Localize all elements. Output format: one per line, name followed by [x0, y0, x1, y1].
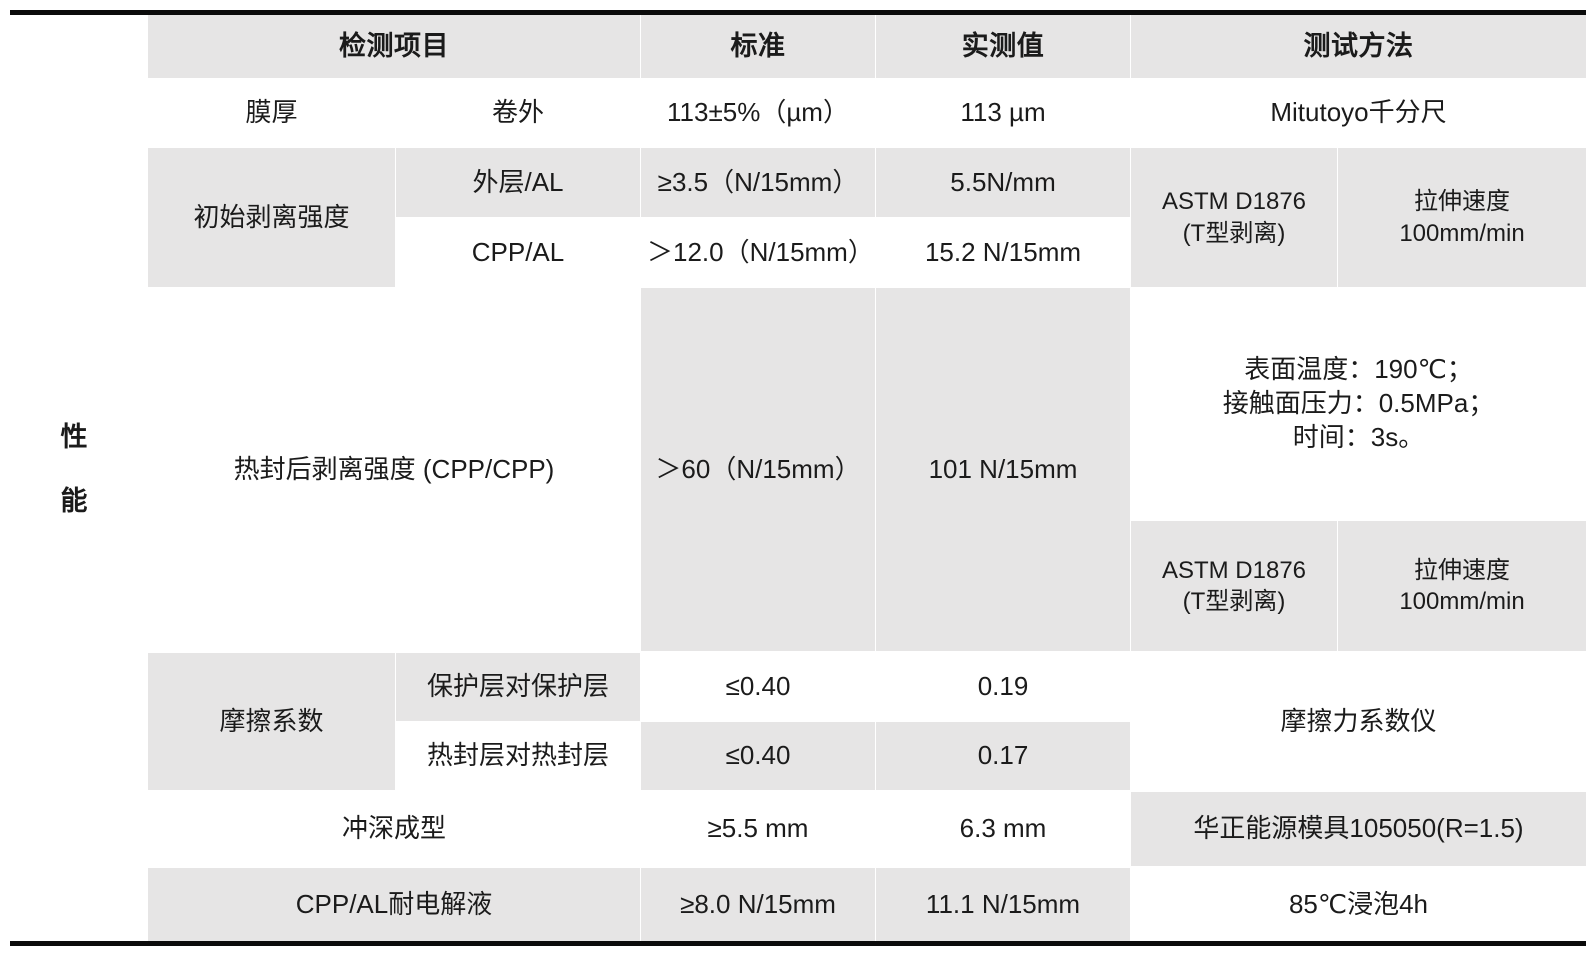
row-deepdraw-measured: 6.3 mm — [876, 792, 1130, 866]
row-heatseal-measured: 101 N/15mm — [876, 288, 1130, 651]
row-thickness-standard: 113±5%（µm） — [641, 80, 875, 146]
row-friction-item: 摩擦系数 — [148, 653, 395, 790]
column-header-method: 测试方法 — [1131, 15, 1586, 78]
row-initial-peel-sub-outer: 外层/AL — [396, 148, 640, 217]
row-deepdraw-standard: ≥5.5 mm — [641, 792, 875, 866]
row-friction-standard-protective: ≤0.40 — [641, 653, 875, 721]
row-initial-peel-measured-outer: 5.5N/mm — [876, 148, 1130, 217]
row-initial-peel-item: 初始剥离强度 — [148, 148, 395, 287]
category-label-performance: 性 能 — [0, 422, 148, 516]
row-initial-peel-method-standard: ASTM D1876 (T型剥离) — [1131, 148, 1337, 287]
column-header-measured: 实测值 — [876, 15, 1130, 78]
row-friction-standard-sealant: ≤0.40 — [641, 722, 875, 790]
row-friction-method: 摩擦力系数仪 — [1131, 653, 1586, 790]
row-initial-peel-standard-cpp: ＞12.0（N/15mm） — [641, 218, 875, 287]
row-heatseal-item: 热封后剥离强度 (CPP/CPP) — [148, 288, 640, 651]
row-initial-peel-standard-outer: ≥3.5（N/15mm） — [641, 148, 875, 217]
row-friction-sub-sealant: 热封层对热封层 — [396, 722, 640, 790]
row-thickness-item: 膜厚 — [148, 80, 395, 146]
row-initial-peel-measured-cpp: 15.2 N/15mm — [876, 218, 1130, 287]
row-heatseal-method-conditions: 表面温度：190℃； 接触面压力：0.5MPa； 时间：3s。 — [1131, 288, 1586, 520]
row-initial-peel-sub-cpp: CPP/AL — [396, 218, 640, 287]
row-deepdraw-item: 冲深成型 — [148, 792, 640, 866]
category-label-char-1: 性 — [60, 422, 88, 453]
row-initial-peel-method-speed: 拉伸速度 100mm/min — [1338, 148, 1586, 287]
row-electrolyte-measured: 11.1 N/15mm — [876, 868, 1130, 941]
row-electrolyte-method: 85℃浸泡4h — [1131, 868, 1586, 941]
row-deepdraw-method: 华正能源模具105050(R=1.5) — [1131, 792, 1586, 866]
row-friction-sub-protective: 保护层对保护层 — [396, 653, 640, 721]
row-heatseal-method-standard: ASTM D1876 (T型剥离) — [1131, 521, 1337, 651]
row-friction-measured-sealant: 0.17 — [876, 722, 1130, 790]
table-bottom-rule — [10, 941, 1586, 946]
column-header-standard: 标准 — [641, 15, 875, 78]
column-header-item: 检测项目 — [148, 15, 640, 78]
row-heatseal-method-speed: 拉伸速度 100mm/min — [1338, 521, 1586, 651]
row-electrolyte-item: CPP/AL耐电解液 — [148, 868, 640, 941]
category-label-char-2: 能 — [60, 485, 88, 516]
row-heatseal-standard: ＞60（N/15mm） — [641, 288, 875, 651]
row-electrolyte-standard: ≥8.0 N/15mm — [641, 868, 875, 941]
table-top-rule — [10, 10, 1586, 15]
row-thickness-method: Mitutoyo千分尺 — [1131, 80, 1586, 146]
row-thickness-sub: 卷外 — [396, 80, 640, 146]
row-thickness-measured: 113 µm — [876, 80, 1130, 146]
row-friction-measured-protective: 0.19 — [876, 653, 1130, 721]
